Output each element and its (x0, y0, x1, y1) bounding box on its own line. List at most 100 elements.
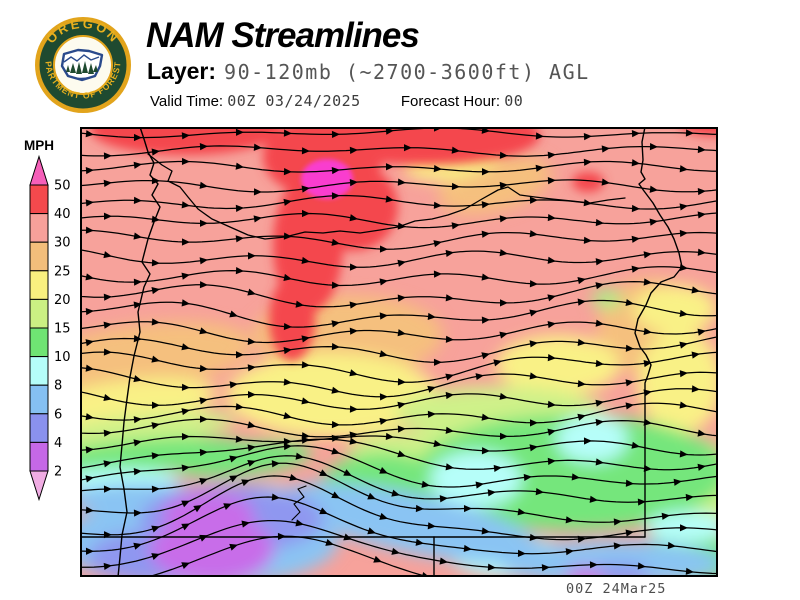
valid-time-line: Valid Time: 00Z 03/24/2025 Forecast Hour… (150, 92, 523, 110)
legend-tick-label: 4 (54, 436, 62, 451)
streamline-arrowhead (493, 464, 502, 472)
streamline-arrowhead (199, 181, 208, 189)
streamline-arrowhead (199, 219, 208, 227)
streamline-arrowhead (631, 235, 640, 243)
streamline-arrowhead (151, 553, 160, 560)
streamline-arrowhead (397, 294, 406, 302)
streamline-arrowhead (481, 413, 490, 421)
streamline-arrowhead (691, 385, 700, 393)
streamline-arrowhead (529, 309, 538, 317)
streamline-arrowhead (433, 440, 442, 448)
streamline-arrowhead (349, 301, 358, 309)
legend-segment (29, 241, 49, 272)
logo-state-scene (60, 48, 104, 82)
streamline-arrowhead (445, 463, 454, 471)
legend-arrow-bottom (29, 470, 49, 502)
streamline-arrowhead (133, 161, 142, 169)
streamline-arrowhead (103, 212, 112, 220)
streamline-arrowhead (595, 282, 604, 290)
streamline-arrowhead (631, 130, 640, 138)
streamline-arrowhead (253, 143, 262, 151)
streamline-arrowhead (133, 509, 142, 517)
streamline-arrowhead (403, 144, 412, 152)
streamline-arrowhead (583, 236, 592, 244)
wind-speed-region (172, 441, 312, 477)
streamline-arrowhead (133, 375, 142, 383)
streamlines-layer (80, 127, 718, 577)
streamline-arrowhead (565, 516, 574, 524)
streamline (80, 351, 718, 383)
streamline-arrowhead (229, 381, 238, 389)
columbia-river (147, 153, 626, 240)
streamline-arrowhead (103, 460, 112, 468)
streamline-arrowhead (463, 544, 472, 553)
streamline-arrowhead (691, 351, 700, 359)
streamline-arrowhead (445, 391, 454, 400)
streamline-arrowhead (571, 473, 580, 481)
streamline-arrowhead (631, 265, 640, 273)
streamline-arrowhead (151, 525, 160, 533)
streamline-arrowhead (583, 199, 592, 207)
streamline-arrowhead (613, 542, 622, 550)
streamline-arrowhead (301, 209, 310, 218)
streamline-arrowhead (445, 373, 454, 381)
streamline-arrowhead (379, 467, 388, 474)
streamline-arrowhead (103, 485, 112, 493)
streamline (80, 438, 718, 471)
streamline-arrowhead (85, 273, 94, 281)
streamline-arrowhead (595, 458, 604, 466)
streamline-arrowhead (637, 562, 646, 570)
streamline-arrowhead (565, 548, 574, 556)
streamline-arrowhead (85, 446, 94, 454)
streamline-arrowhead (643, 389, 652, 397)
streamline (80, 179, 718, 193)
streamline-arrowhead (85, 226, 94, 234)
streamline-arrowhead (331, 434, 340, 442)
streamline-arrowhead (499, 299, 508, 307)
streamline-arrowhead (679, 203, 688, 211)
streamline-arrowhead (343, 469, 352, 476)
streamline-arrowhead (199, 534, 208, 542)
streamline-arrowhead (481, 168, 490, 176)
wind-speed-region (80, 321, 252, 397)
streamline-arrowhead (499, 181, 508, 190)
streamline-arrowhead (481, 230, 490, 238)
streamline-arrowhead (667, 541, 676, 550)
streamline-arrowhead (649, 143, 658, 151)
legend-tick-label: 15 (54, 322, 71, 337)
streamline-arrowhead (133, 301, 142, 309)
streamline-arrowhead (349, 327, 358, 335)
streamline-arrowhead (535, 132, 544, 140)
map-timestamp: 00Z 24Mar25 (566, 581, 667, 597)
streamline-arrowhead (235, 267, 244, 275)
streamline-arrowhead (247, 288, 256, 296)
streamline-arrowhead (133, 416, 142, 424)
streamline-arrowhead (631, 204, 640, 213)
streamline-arrowhead (451, 146, 460, 154)
streamline-arrowhead (247, 364, 256, 372)
streamline-arrowhead (679, 341, 688, 349)
forecast-hour-label: Forecast Hour: (400, 93, 501, 110)
streamline-arrowhead (151, 215, 160, 223)
streamline-arrowhead (445, 426, 454, 434)
odf-logo: OREGON DEPARTMENT OF FORESTRY (33, 15, 131, 113)
streamline-arrowhead (349, 369, 358, 377)
streamline-arrowhead (475, 373, 484, 381)
streamline-arrowhead (583, 158, 592, 166)
streamline-arrowhead (295, 300, 304, 308)
streamline-arrowhead (487, 563, 496, 571)
streamline-arrowhead (397, 401, 406, 409)
streamline-arrowhead (397, 222, 406, 230)
streamline-arrowhead (277, 532, 286, 541)
streamline-arrowhead (349, 146, 358, 154)
streamline-arrowhead (241, 520, 250, 528)
streamline-arrowhead (697, 328, 706, 336)
streamline-arrowhead (181, 343, 190, 351)
streamline-arrowhead (103, 321, 112, 329)
streamline-arrowhead (625, 402, 634, 410)
legend-segment (29, 213, 49, 243)
streamline-arrowhead (181, 201, 190, 209)
streamline-arrowhead (499, 151, 508, 159)
streamline-arrowhead (301, 335, 310, 343)
forecast-hour-value: 00 (504, 92, 524, 110)
